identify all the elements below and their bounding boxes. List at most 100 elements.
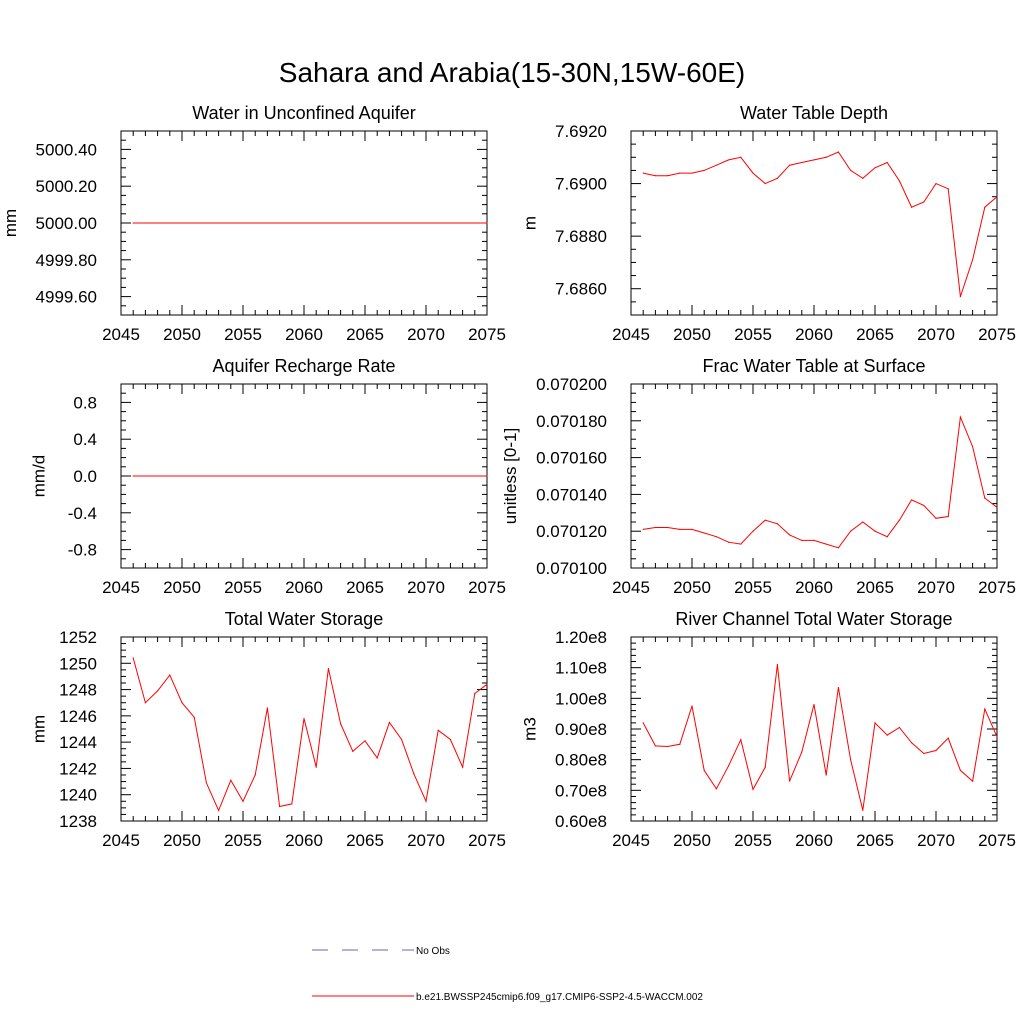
data-point (923, 504, 925, 507)
panel-title: Aquifer Recharge Rate (212, 356, 395, 376)
data-point (679, 528, 681, 530)
x-tick-label: 2050 (673, 831, 711, 850)
data-point (205, 782, 207, 784)
data-point (935, 517, 937, 519)
x-tick-label: 2070 (917, 325, 955, 344)
data-point (642, 722, 644, 724)
data-point (486, 683, 488, 685)
y-tick-label: 0.070100 (536, 559, 607, 578)
x-tick-label: 2065 (346, 325, 384, 344)
y-tick-label: 1244 (59, 733, 97, 752)
data-point (850, 169, 852, 172)
x-tick-label: 2055 (734, 578, 772, 597)
data-point (813, 703, 815, 706)
x-tick-label: 2045 (612, 325, 650, 344)
series-line (642, 664, 998, 811)
data-point (984, 206, 986, 208)
data-point (789, 164, 791, 166)
data-point (728, 541, 730, 543)
y-tick-label: 1.20e8 (555, 628, 607, 647)
data-point (132, 222, 134, 224)
y-tick-label: 7.6860 (555, 280, 607, 299)
x-tick-label: 2075 (468, 831, 506, 850)
data-point (715, 788, 718, 790)
data-point (911, 742, 913, 744)
x-tick-label: 2070 (407, 831, 445, 850)
plot-frame (120, 636, 488, 822)
data-point (667, 526, 669, 529)
data-point (764, 519, 766, 521)
x-tick-label: 2075 (978, 325, 1016, 344)
y-tick-label: -0.4 (68, 504, 97, 523)
data-point (703, 769, 705, 772)
data-point (911, 499, 913, 501)
data-point (728, 765, 730, 767)
data-point (715, 536, 718, 538)
data-point (776, 664, 779, 666)
data-point (911, 206, 913, 208)
data-point (764, 182, 766, 185)
data-point (691, 528, 693, 530)
figure-title: Sahara and Arabia(15-30N,15W-60E) (279, 57, 745, 88)
y-axis-label: mm (1, 209, 20, 237)
data-point (947, 737, 949, 739)
panel-title: Total Water Storage (225, 609, 383, 629)
x-tick-label: 2045 (612, 831, 650, 850)
y-tick-label: 1238 (59, 812, 97, 831)
data-point (752, 530, 754, 532)
data-point (776, 177, 779, 179)
data-point (801, 751, 803, 753)
data-point (437, 729, 439, 731)
data-point (776, 523, 779, 525)
plot-frame (630, 636, 998, 822)
data-point (874, 167, 876, 169)
data-point (984, 497, 986, 499)
x-tick-label: 2055 (734, 325, 772, 344)
series-line (643, 151, 998, 297)
data-point (898, 726, 901, 729)
data-point (959, 296, 962, 298)
data-point (752, 788, 754, 791)
data-point (413, 773, 415, 775)
y-axis-label: mm/d (30, 455, 49, 498)
data-point (679, 743, 681, 745)
data-point (218, 809, 220, 812)
panel-frac-water-table-at-surface: 2045 2050 2055 2060 2065 2070 2075 0.070100 0.07… (501, 356, 1016, 597)
legend-obs-label: No Obs (416, 946, 450, 957)
y-tick-label: 1246 (59, 707, 97, 726)
y-tick-label: 4999.60 (36, 288, 97, 307)
y-tick-label: 7.6900 (555, 175, 607, 194)
data-point (691, 172, 693, 174)
legend: No Obs b.e21.BWSSP245cmip6.f09_g17.CMIP6… (312, 946, 703, 1003)
data-point (667, 745, 669, 748)
data-point (837, 687, 840, 689)
data-point (825, 774, 827, 776)
data-point (691, 705, 693, 707)
data-point (862, 177, 864, 179)
x-tick-label: 2055 (224, 831, 262, 850)
data-point (898, 180, 901, 182)
data-point (340, 723, 342, 725)
data-point (740, 156, 742, 158)
data-point (862, 809, 864, 811)
y-tick-label: 0.90e8 (555, 720, 607, 739)
y-tick-label: 5000.20 (36, 177, 97, 196)
data-point (898, 519, 901, 521)
data-point (972, 259, 974, 261)
x-tick-label: 2055 (734, 831, 772, 850)
data-point (642, 172, 644, 174)
data-point (886, 161, 888, 164)
data-point (728, 159, 730, 161)
data-point (486, 222, 488, 224)
data-point (837, 151, 840, 153)
data-point (169, 674, 171, 676)
data-point (886, 536, 888, 538)
x-tick-label: 2065 (346, 831, 384, 850)
data-point (886, 734, 888, 736)
x-tick-label: 2050 (673, 325, 711, 344)
data-point (449, 738, 451, 741)
data-point (801, 161, 803, 164)
data-point (862, 521, 864, 523)
data-point (279, 805, 281, 808)
